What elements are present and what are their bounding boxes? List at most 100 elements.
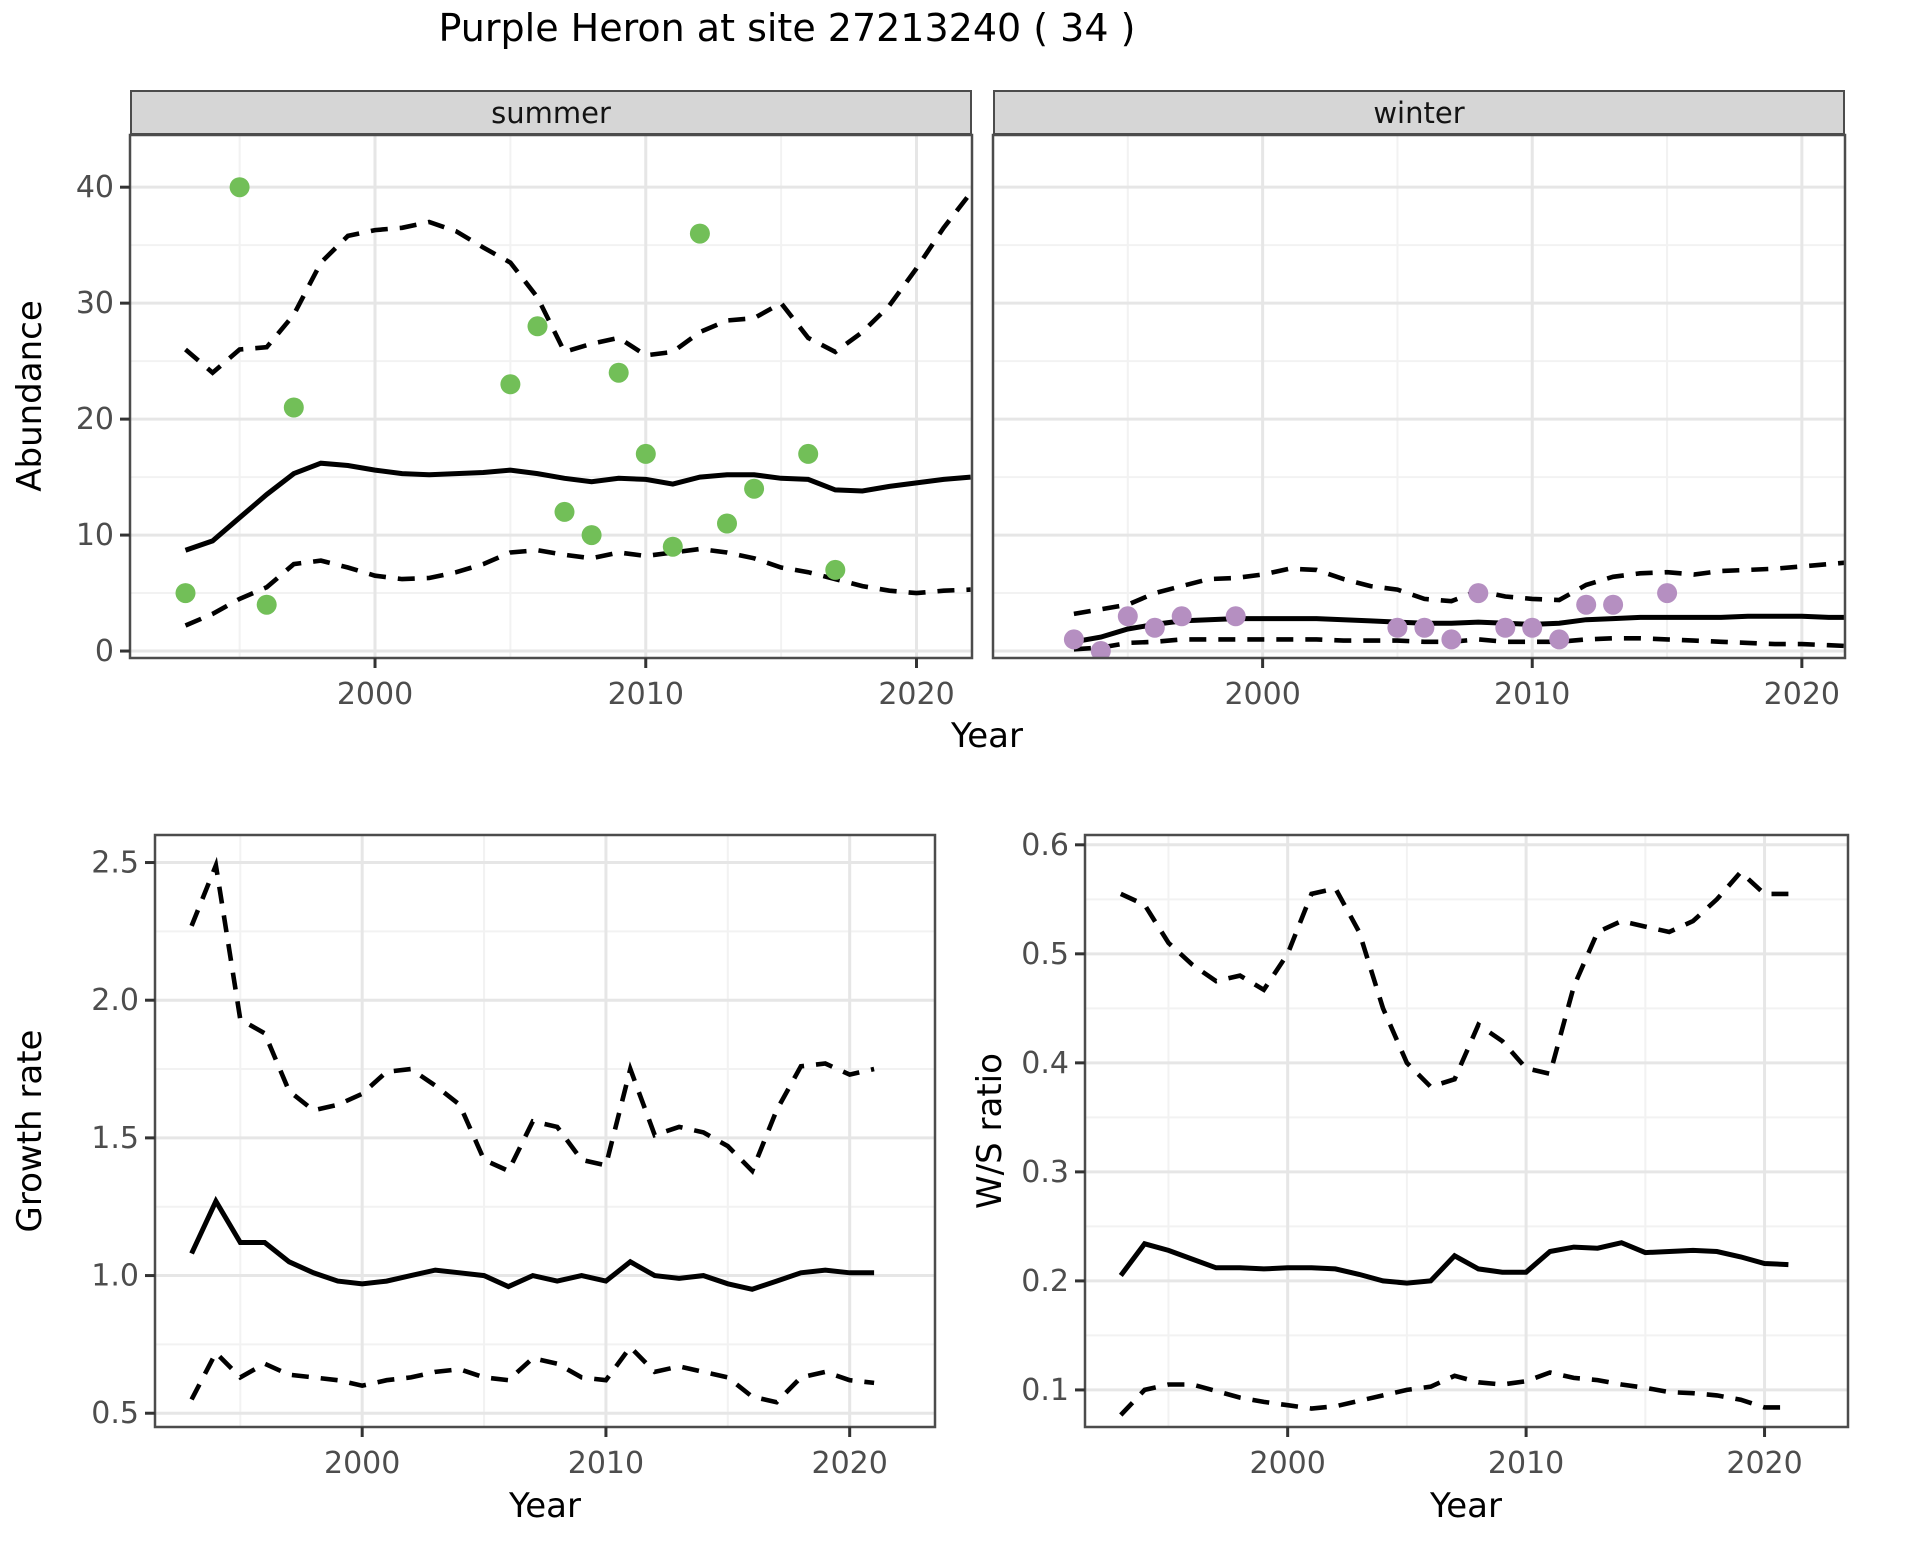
y-tick-label: 1.5 <box>91 1121 139 1156</box>
data-point <box>1144 617 1165 638</box>
y-tick-label: 0.3 <box>1021 1155 1069 1190</box>
data-point <box>1468 583 1489 604</box>
axis-ticks <box>120 185 918 668</box>
data-point <box>635 443 656 464</box>
y-tick-label: 10 <box>76 518 114 553</box>
panel-background <box>1085 835 1848 1427</box>
data-point <box>662 536 683 557</box>
data-point <box>527 316 548 337</box>
y-tick-label: 0.1 <box>1021 1373 1069 1408</box>
facet-strip-winter: winter <box>993 90 1845 135</box>
data-point <box>1549 629 1570 650</box>
upper-ci-line <box>189 856 875 1176</box>
x-tick-label: 2010 <box>1494 677 1570 712</box>
axis-tick-labels: 2000 2010 2020 0.5 1.0 1.5 2.0 2.5 <box>91 846 888 1481</box>
axis-ticks <box>145 861 852 1437</box>
y-tick-label: 0.5 <box>1021 937 1069 972</box>
panel-border <box>153 833 937 1429</box>
panel-ws-ratio: 2000 2010 2020 0.1 0.2 0.3 0.4 0.5 0.6 <box>1021 828 1850 1481</box>
data-point <box>825 559 846 580</box>
data-point <box>1090 641 1111 658</box>
panel-border <box>128 133 974 660</box>
y-tick-label: 2.0 <box>91 983 139 1018</box>
y-tick-label: 0.2 <box>1021 1264 1069 1299</box>
lower-ci-line <box>184 546 971 628</box>
x-tick-label: 2010 <box>568 1446 644 1481</box>
panel-abundance-summer: 2000 2010 2020 0 10 20 30 40 <box>76 133 974 712</box>
panel-background <box>155 835 935 1427</box>
data-point <box>229 177 250 198</box>
series-lines <box>189 856 875 1405</box>
data-point <box>554 501 575 522</box>
data-point <box>717 513 737 534</box>
data-point <box>1441 629 1462 650</box>
x-tick-label: 2000 <box>337 677 413 712</box>
data-point <box>256 594 277 615</box>
data-point <box>798 443 819 464</box>
data-point <box>1171 606 1192 627</box>
mean-line <box>189 1195 875 1292</box>
x-tick-label: 2000 <box>1249 1446 1325 1481</box>
facet-strip-summer-label: summer <box>491 95 611 130</box>
axis-ticks <box>1075 843 1767 1437</box>
x-tick-label: 2020 <box>1764 677 1840 712</box>
data-point <box>1657 583 1678 604</box>
y-tick-label: 0.4 <box>1021 1046 1069 1081</box>
summer-observations <box>175 177 846 615</box>
panel-background <box>130 135 972 658</box>
upper-ci-line <box>1073 560 1845 617</box>
y-tick-label: 0.6 <box>1021 828 1069 863</box>
panel-growth-rate: 2000 2010 2020 0.5 1.0 1.5 2.0 2.5 <box>91 833 937 1481</box>
y-tick-label: 40 <box>76 170 114 205</box>
axis-tick-labels: 2000 2010 2020 0 10 20 30 40 <box>76 170 955 712</box>
panel-border <box>991 133 1847 660</box>
y-axis-title-ws-ratio: W/S ratio <box>970 1053 1010 1209</box>
data-point <box>175 583 196 604</box>
data-point <box>1522 617 1543 638</box>
y-tick-label: 0 <box>95 634 114 669</box>
data-point <box>1603 594 1624 615</box>
y-axis-title-growth-rate: Growth rate <box>10 1029 50 1233</box>
x-tick-label: 2020 <box>812 1446 888 1481</box>
mean-line <box>1073 613 1845 645</box>
x-axis-title-year-ws: Year <box>1430 1486 1502 1526</box>
grid-minor <box>155 835 935 1427</box>
grid-minor <box>1085 835 1848 1427</box>
data-point <box>1117 606 1138 627</box>
y-tick-label: 30 <box>76 286 114 321</box>
axis-tick-labels: 2000 2010 2020 <box>1224 677 1840 712</box>
data-point <box>581 525 602 546</box>
panel-background <box>993 135 1845 658</box>
grid-major <box>993 135 1845 658</box>
y-tick-label: 1.0 <box>91 1259 139 1294</box>
facet-strip-summer: summer <box>130 90 972 135</box>
x-tick-label: 2000 <box>324 1446 400 1481</box>
grid-major <box>155 835 935 1427</box>
lower-ci-line <box>1119 1370 1789 1417</box>
data-point <box>744 478 765 499</box>
x-tick-label: 2020 <box>1726 1446 1802 1481</box>
x-tick-label: 2010 <box>1488 1446 1564 1481</box>
data-point <box>500 374 521 395</box>
upper-ci-line <box>184 191 972 376</box>
mean-line <box>1118 1240 1789 1286</box>
axis-tick-labels: 2000 2010 2020 0.1 0.2 0.3 0.4 0.5 0.6 <box>1021 828 1802 1481</box>
y-tick-label: 2.5 <box>91 846 139 881</box>
series-lines <box>184 191 972 628</box>
x-axis-title-year-top: Year <box>951 716 1023 756</box>
plot-title: Purple Heron at site 27213240 ( 34 ) <box>438 6 1136 50</box>
data-point <box>689 223 710 244</box>
data-point <box>1576 594 1597 615</box>
data-point <box>1063 629 1084 650</box>
data-point <box>1495 617 1516 638</box>
data-point <box>1225 606 1246 627</box>
y-tick-label: 0.5 <box>91 1396 139 1431</box>
series-lines <box>1073 560 1845 652</box>
winter-observations <box>1063 583 1678 658</box>
x-tick-label: 2020 <box>878 677 954 712</box>
data-point <box>283 397 304 418</box>
y-tick-label: 20 <box>76 402 114 437</box>
facet-strip-winter-label: winter <box>1373 95 1465 130</box>
mean-line <box>184 460 971 553</box>
